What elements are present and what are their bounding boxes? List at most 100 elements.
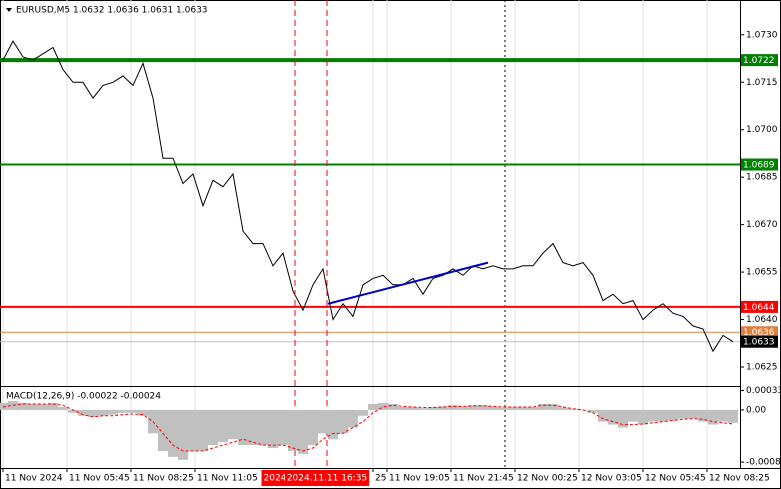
histogram-bar — [248, 409, 258, 446]
y-tick-label: 0.00 — [746, 405, 766, 415]
histogram-bar — [448, 405, 458, 410]
x-tick-label: 12 Nov 00:25 — [517, 474, 578, 484]
histogram-bar — [498, 407, 508, 410]
histogram-bar — [468, 405, 478, 410]
histogram-bar — [98, 409, 108, 416]
histogram-bar — [478, 405, 488, 410]
x-tick-label: 11 Nov 21:45 — [453, 474, 514, 484]
histogram-bar — [318, 409, 328, 434]
crosshair-label: 2024.1 — [264, 474, 296, 484]
histogram-bar — [188, 409, 198, 451]
histogram-bar — [38, 404, 48, 410]
histogram-bar — [308, 409, 318, 446]
histogram-bar — [638, 409, 648, 425]
histogram-bar — [138, 409, 148, 416]
histogram-bar — [488, 406, 498, 410]
histogram-bar — [208, 409, 218, 446]
histogram-bar — [668, 409, 678, 421]
level-label: 1.0636 — [743, 328, 775, 338]
histogram-bar — [108, 409, 118, 415]
histogram-bar — [298, 409, 308, 454]
histogram-bar — [88, 409, 98, 417]
y-tick-label: 1.0685 — [746, 173, 778, 183]
histogram-bar — [58, 406, 68, 410]
histogram-bar — [178, 409, 188, 460]
x-tick-label: 11 Nov 08:25 — [133, 474, 194, 484]
signal-line — [2, 403, 734, 452]
y-tick-label: 1.0640 — [746, 315, 778, 325]
histogram-bar — [558, 407, 568, 410]
level-label-box — [741, 335, 778, 348]
chart-title: EURUSD,M5 1.0632 1.0636 1.0631 1.0633 — [16, 6, 208, 16]
histogram-bar — [688, 409, 698, 419]
level-label-box — [741, 158, 778, 171]
histogram-bar — [538, 404, 548, 410]
histogram-bar — [68, 409, 78, 413]
histogram-bar — [368, 404, 378, 410]
x-tick-label: 11 Nov 11:05 — [197, 474, 258, 484]
trend-line — [327, 261, 489, 305]
histogram-bar — [198, 409, 208, 451]
level-label: 1.0722 — [743, 56, 775, 66]
histogram-bar — [518, 406, 528, 410]
y-tick-label: 0.00033 — [746, 386, 781, 396]
x-tick-label: 11 Nov 19:05 — [389, 474, 450, 484]
price-line — [2, 40, 734, 353]
crosshair-label: 2024.11.11 16:35 — [287, 474, 367, 484]
histogram-bar — [528, 406, 538, 410]
macd-title: MACD(12,26,9) -0.00022 -0.00024 — [6, 392, 161, 402]
level-label-box — [741, 54, 778, 67]
histogram-bar — [238, 409, 248, 446]
histogram-bar — [618, 409, 628, 428]
histogram-bar — [698, 409, 708, 422]
histogram-bar — [288, 409, 298, 451]
y-tick-label: 1.0670 — [746, 220, 778, 230]
histogram-bar — [258, 409, 268, 446]
histogram-bar — [658, 409, 668, 422]
y-tick-label: 1.0700 — [746, 125, 778, 135]
histogram-bar — [118, 409, 128, 413]
histogram-bar — [508, 406, 518, 410]
histogram-bar — [18, 402, 28, 410]
x-tick-label: 12 Nov 05:45 — [645, 474, 706, 484]
y-tick-label: -0.00089 — [746, 458, 781, 468]
histogram-bar — [708, 409, 718, 425]
histogram-bar — [268, 409, 278, 449]
histogram-bar — [168, 409, 178, 457]
level-label: 1.0689 — [743, 161, 775, 171]
level-label-box — [741, 326, 778, 339]
histogram-bar — [228, 409, 238, 440]
y-tick-label: 1.0715 — [746, 78, 778, 88]
histogram-bar — [608, 409, 618, 425]
histogram-bar — [158, 409, 168, 451]
histogram-bar — [408, 406, 418, 410]
histogram-bar — [588, 409, 598, 413]
histogram-bar — [418, 408, 428, 410]
level-label-box — [741, 300, 778, 313]
x-tick-label: 12 Nov 08:25 — [709, 474, 770, 484]
histogram-bar — [718, 409, 728, 422]
histogram-bar — [358, 409, 368, 416]
y-tick-label: 1.0730 — [746, 30, 778, 40]
level-label: 1.0633 — [743, 338, 775, 348]
y-tick-label: 1.0655 — [746, 268, 778, 278]
histogram-bar — [428, 406, 438, 410]
histogram-bar — [728, 409, 738, 423]
histogram-bar — [378, 402, 388, 410]
histogram-bar — [48, 402, 58, 410]
x-tick-label: 11 Nov 05:45 — [69, 474, 130, 484]
histogram-bar — [678, 409, 688, 419]
histogram-bar — [598, 409, 608, 422]
histogram-bar — [648, 409, 658, 422]
histogram-bar — [628, 409, 638, 422]
dropdown-icon — [6, 8, 12, 12]
histogram-bar — [388, 404, 398, 410]
histogram-bar — [338, 409, 348, 434]
histogram-bar — [328, 409, 338, 440]
histogram-bar — [568, 408, 578, 410]
histogram-bar — [218, 409, 228, 443]
level-label: 1.0644 — [743, 303, 775, 313]
x-tick-label: 25 — [375, 474, 386, 484]
y-tick-label: 1.0625 — [746, 363, 778, 373]
